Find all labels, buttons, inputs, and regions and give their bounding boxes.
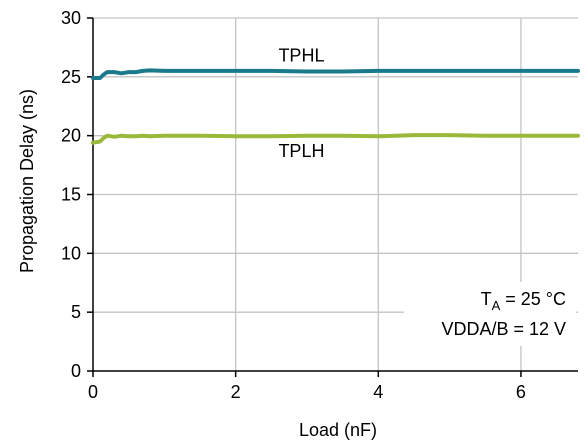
conditions-annotation: TA = 25 °C VDDA/B = 12 V: [404, 282, 576, 346]
x-tick-label: 6: [516, 382, 526, 402]
series-label-tplh: TPLH: [278, 141, 324, 161]
y-axis-title: Propagation Delay (ns): [17, 89, 37, 273]
annotation-ambient-temp: TA = 25 °C: [481, 289, 566, 313]
annotation-temp-subscript: A: [492, 298, 501, 313]
series-label-tphl: TPHL: [278, 46, 324, 66]
y-tick-label: 20: [61, 126, 81, 146]
series-lines: [91, 68, 580, 145]
x-axis-title: Load (nF): [299, 420, 377, 440]
y-tick-label: 0: [71, 361, 81, 381]
annotation-temp-symbol: T: [481, 289, 492, 309]
series-labels: TPHL TPLH: [278, 46, 324, 161]
y-tick-label: 15: [61, 185, 81, 205]
y-tick-label: 10: [61, 243, 81, 263]
x-tick-label: 0: [88, 382, 98, 402]
annotation-background: [404, 282, 576, 346]
y-tick-label: 5: [71, 302, 81, 322]
annotation-temp-value: = 25 °C: [500, 289, 566, 309]
tick-labels: 0 2 4 6 0 5 10 15 20 25 30: [61, 8, 526, 402]
series-line-tplh: [91, 133, 580, 145]
y-tick-label: 30: [61, 8, 81, 28]
x-tick-label: 4: [373, 382, 383, 402]
annotation-supply-voltage: VDDA/B = 12 V: [441, 319, 566, 339]
series-line-tphl: [91, 68, 580, 80]
x-tick-label: 2: [231, 382, 241, 402]
y-tick-label: 25: [61, 67, 81, 87]
